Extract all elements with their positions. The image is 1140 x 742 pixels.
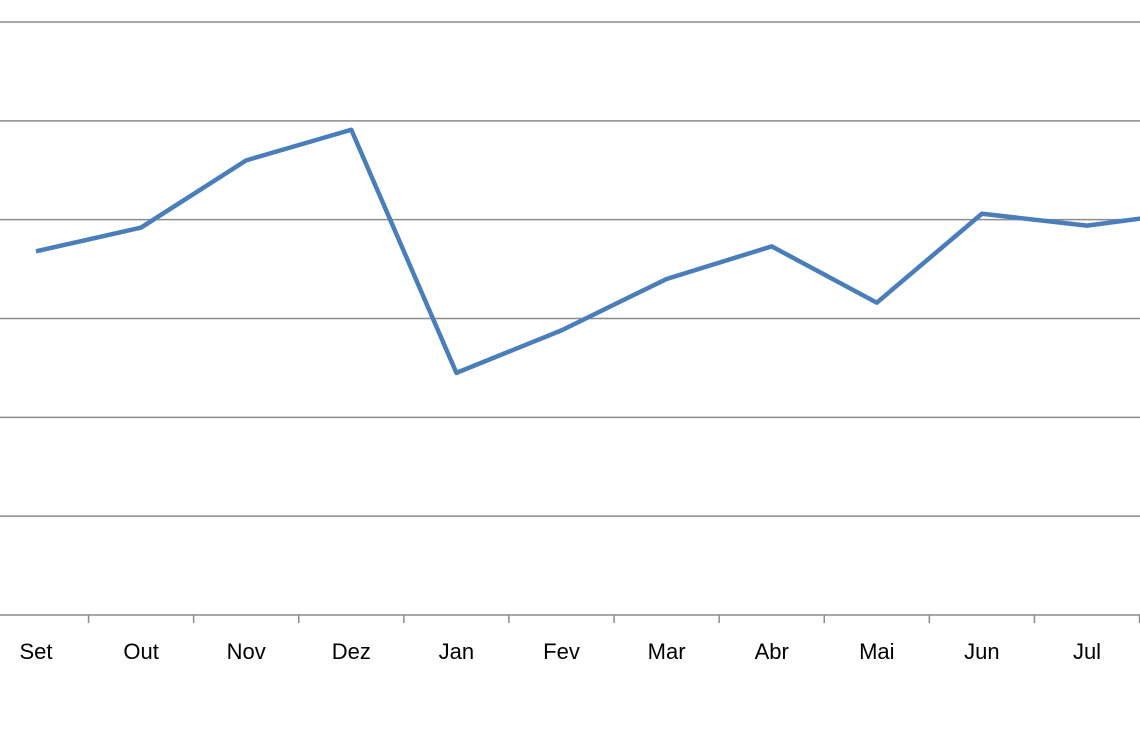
x-tick-label: Set [19,639,52,664]
x-tick-label: Abr [755,639,789,664]
data-line [35,127,1140,376]
x-tick-label: Nov [227,639,266,664]
x-tick-label: Dez [332,639,371,664]
x-tick-label: Out [123,639,158,664]
x-tick-label: Jan [439,639,474,664]
x-tick-label: Fev [543,639,580,664]
x-tick-label: Mai [859,639,894,664]
x-tick-label: Jul [1073,639,1101,664]
x-tick-label: Mar [648,639,686,664]
x-tick-label: Jun [964,639,999,664]
